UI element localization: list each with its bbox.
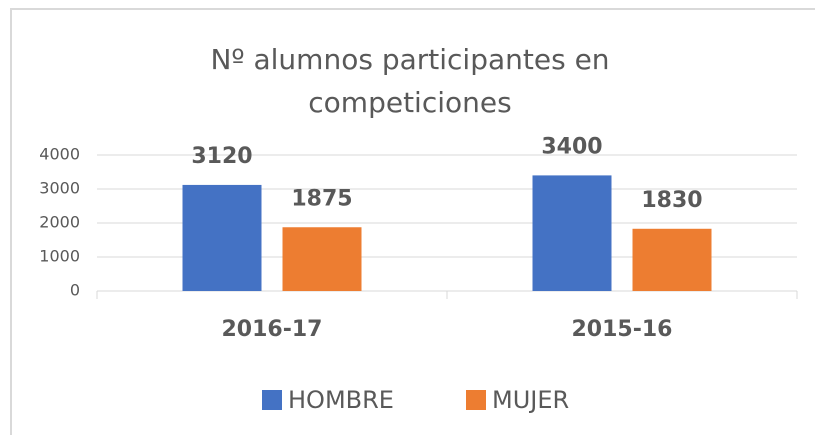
bar bbox=[182, 184, 262, 291]
data-label: 1875 bbox=[291, 186, 352, 211]
y-tick-label: 4000 bbox=[39, 145, 80, 164]
x-tick-label: 2016-17 bbox=[222, 317, 323, 342]
y-tick-label: 2000 bbox=[39, 213, 80, 232]
y-tick-label: 1000 bbox=[39, 247, 80, 266]
legend-label: MUJER bbox=[492, 386, 569, 414]
chart-frame bbox=[10, 8, 815, 435]
y-tick-label: 3000 bbox=[39, 179, 80, 198]
bar bbox=[632, 228, 712, 291]
x-tick-label: 2015-16 bbox=[572, 317, 673, 342]
bar bbox=[532, 175, 612, 291]
chart-title: Nº alumnos participantes en competicione… bbox=[210, 43, 610, 119]
legend-swatch bbox=[262, 390, 282, 410]
data-label: 1830 bbox=[641, 188, 702, 213]
bar bbox=[282, 227, 362, 291]
data-label: 3120 bbox=[191, 144, 252, 169]
legend-swatch bbox=[466, 390, 486, 410]
y-tick-label: 0 bbox=[70, 281, 80, 300]
legend-label: HOMBRE bbox=[288, 386, 394, 414]
data-label: 3400 bbox=[541, 134, 602, 159]
